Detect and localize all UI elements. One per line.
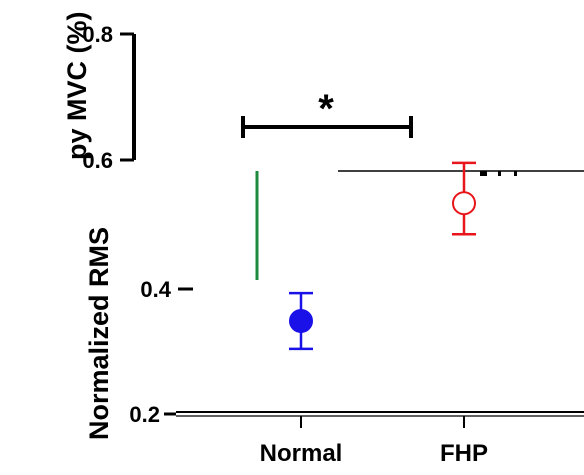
y-tick-label-1: 0.4 — [140, 277, 171, 302]
artifact-mark-3 — [514, 171, 517, 176]
x-tick-label-1: FHP — [440, 440, 488, 467]
significance-marker: * — [318, 87, 334, 131]
artifact-mark-2 — [498, 171, 501, 176]
x-tick-label-0: Normal — [260, 440, 343, 467]
y-tick-label-2: 0.6 — [82, 148, 113, 173]
axes — [120, 32, 584, 428]
y-tick-label-3: 0.8 — [82, 22, 113, 47]
artifact-mark-1 — [480, 171, 487, 176]
data-point-0 — [289, 309, 313, 333]
y-axis-label-lower: Normalized RMS — [84, 227, 114, 440]
data-marks — [289, 161, 517, 351]
y-tick-label-0: 0.2 — [129, 402, 160, 427]
y-axis-label-upper: py MVC (%) — [62, 12, 92, 161]
labels: py MVC (%) Normalized RMS * 0.2 0.4 0.6 0.8… — [62, 12, 488, 468]
data-point-1 — [452, 191, 476, 216]
